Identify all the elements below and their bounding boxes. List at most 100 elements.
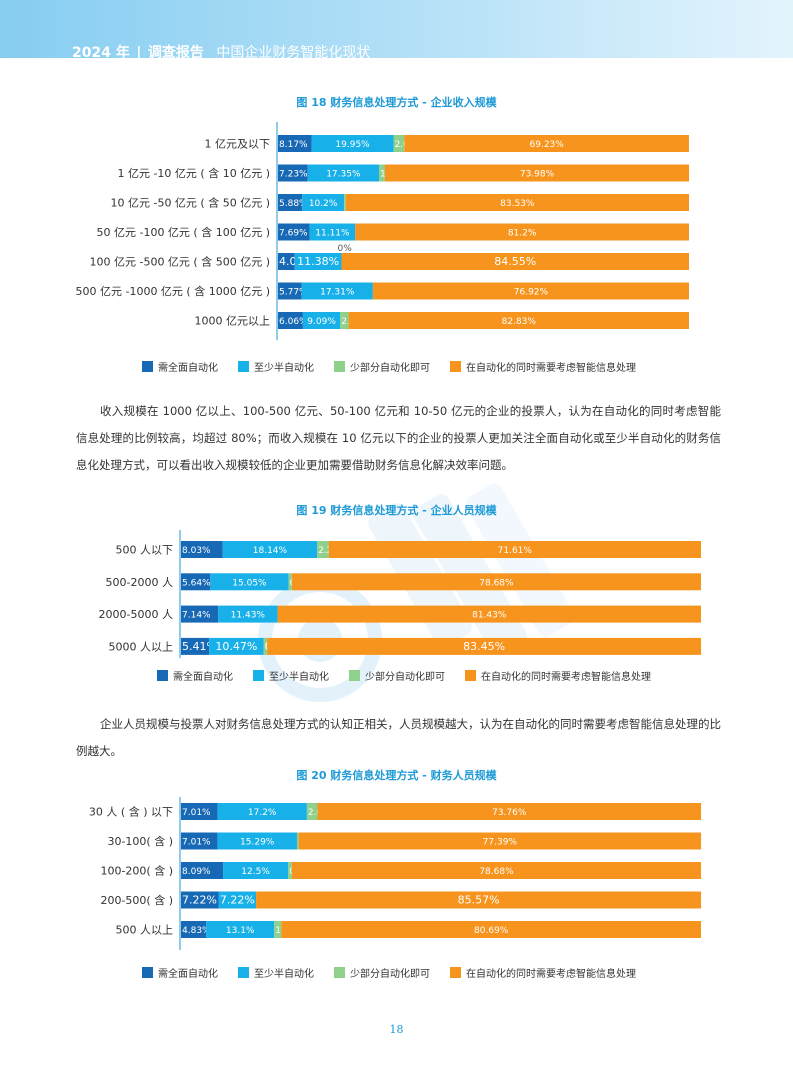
data-label: 81.43%	[472, 611, 507, 621]
legend-label: 少部分自动化即可	[350, 363, 430, 374]
category-label: 200-500( 含 )	[100, 893, 173, 907]
data-label: 11.11%	[315, 229, 350, 239]
seg-full-auto	[181, 862, 224, 879]
data-label: 0%	[337, 244, 352, 254]
category-label: 2000-5000 人	[99, 608, 173, 621]
data-label: 19.95%	[335, 140, 370, 150]
data-label: 76.92%	[514, 288, 549, 298]
data-label: 80.69%	[474, 926, 509, 936]
legend-swatch	[142, 361, 153, 372]
seg-smart-processing	[348, 312, 689, 329]
data-label: 7.23%	[279, 170, 308, 180]
header-subtitle: 中国企业财务智能化现状	[216, 45, 371, 61]
legend-swatch	[465, 670, 476, 681]
seg-partial-auto	[296, 832, 299, 850]
seg-partial-auto	[288, 573, 292, 591]
seg-smart-processing	[404, 135, 689, 152]
seg-full-auto	[181, 891, 219, 909]
seg-full-auto	[278, 253, 295, 270]
chart-19-legend: 需全面自动化 至少半自动化 少部分自动化即可 在自动化的同时需要考虑智能信息处理	[157, 668, 671, 683]
legend-swatch	[334, 361, 345, 372]
seg-full-auto	[181, 541, 223, 558]
legend-label: 需全面自动化	[158, 363, 218, 374]
legend-swatch	[450, 361, 461, 372]
seg-smart-processing	[328, 541, 701, 558]
legend-label: 需全面自动化	[173, 672, 233, 683]
legend-item-partial-auto: 少部分自动化即可	[334, 965, 430, 980]
seg-semi-auto	[217, 832, 297, 850]
seg-semi-auto	[307, 164, 380, 182]
data-label: 73.76%	[492, 808, 527, 818]
legend-item-partial-auto: 少部分自动化即可	[349, 668, 445, 683]
data-label: 6.06%	[279, 317, 308, 327]
seg-semi-auto	[222, 541, 318, 558]
legend-swatch	[349, 670, 360, 681]
seg-smart-processing	[277, 605, 701, 623]
data-label: 78.68%	[479, 867, 514, 877]
seg-partial-auto	[306, 803, 318, 820]
data-label: 5.41%	[182, 640, 217, 653]
seg-smart-processing	[281, 921, 701, 938]
data-label: 7.14%	[182, 611, 211, 621]
legend-label: 至少半自动化	[254, 363, 314, 374]
data-label: 11.43%	[231, 611, 266, 621]
header-separator: |	[136, 45, 142, 61]
category-label: 100 亿元 -500 亿元 ( 含 500 亿元 )	[89, 255, 270, 269]
legend-label: 在自动化的同时需要考虑智能信息处理	[466, 969, 636, 980]
paragraph-2: 企业人员规模与投票人对财务信息处理方式的认知正相关，人员规模越大，认为在自动化的…	[76, 717, 721, 758]
legend-label: 至少半自动化	[269, 672, 329, 683]
seg-partial-auto	[288, 862, 292, 879]
data-label: 15.05%	[232, 578, 267, 588]
seg-smart-processing	[355, 223, 689, 241]
seg-full-auto	[278, 194, 303, 211]
legend-item-semi-auto: 至少半自动化	[238, 965, 314, 980]
data-label: 17.31%	[320, 288, 355, 298]
data-label: 12.5%	[241, 867, 270, 877]
legend-item-partial-auto: 少部分自动化即可	[334, 359, 430, 374]
seg-full-auto	[181, 637, 210, 655]
category-label: 1 亿元及以下	[205, 138, 271, 151]
legend-item-full-auto: 需全面自动化	[142, 359, 218, 374]
legend-item-smart-processing: 在自动化的同时需要考虑智能信息处理	[450, 965, 636, 980]
legend-label: 在自动化的同时需要考虑智能信息处理	[466, 363, 636, 374]
chart-18-legend: 需全面自动化 至少半自动化 少部分自动化即可 在自动化的同时需要考虑智能信息处理	[142, 359, 656, 374]
data-label: 15.29%	[240, 838, 275, 848]
paragraph-1: 收入规模在 1000 亿以上、100-500 亿元、50-100 亿元和 10-…	[76, 404, 721, 472]
seg-semi-auto	[311, 135, 394, 152]
seg-smart-processing	[317, 803, 702, 820]
data-label: 69.23%	[530, 140, 565, 150]
legend-label: 在自动化的同时需要考虑智能信息处理	[481, 672, 651, 683]
seg-partial-auto	[379, 164, 385, 182]
seg-full-auto	[181, 573, 211, 591]
legend-item-full-auto: 需全面自动化	[142, 965, 218, 980]
legend-swatch	[238, 361, 249, 372]
seg-semi-auto	[301, 282, 373, 300]
seg-semi-auto	[294, 253, 342, 270]
legend-item-semi-auto: 至少半自动化	[253, 668, 329, 683]
seg-full-auto	[278, 282, 302, 300]
seg-full-auto	[278, 135, 312, 152]
seg-full-auto	[181, 832, 218, 850]
seg-smart-processing	[341, 253, 689, 270]
legend-label: 少部分自动化即可	[365, 672, 445, 683]
data-label: 84.55%	[494, 255, 536, 268]
category-label: 5000 人以上	[109, 640, 174, 653]
data-label: 17.35%	[326, 170, 361, 180]
data-label: 73.98%	[520, 170, 555, 180]
data-label: 77.39%	[483, 838, 518, 848]
category-label: 30 人 ( 含 ) 以下	[89, 805, 173, 819]
header-report: 调查报告	[147, 45, 204, 61]
category-label: 10 亿元 -50 亿元 ( 含 50 亿元 )	[110, 196, 270, 210]
data-label: 7.01%	[182, 838, 211, 848]
category-label: 50 亿元 -100 亿元 ( 含 100 亿元 )	[96, 225, 270, 239]
data-label: 7.01%	[182, 808, 211, 818]
chart-19-title: 图 19 财务信息处理方式 - 企业人员规模	[296, 504, 497, 517]
seg-semi-auto	[302, 194, 345, 211]
data-label: 9.09%	[307, 317, 336, 327]
seg-smart-processing	[267, 637, 702, 655]
seg-smart-processing	[291, 573, 701, 591]
chart-20-title: 图 20 财务信息处理方式 - 财务人员规模	[296, 769, 497, 782]
data-label: 10.2%	[309, 199, 338, 209]
seg-semi-auto	[217, 803, 307, 820]
